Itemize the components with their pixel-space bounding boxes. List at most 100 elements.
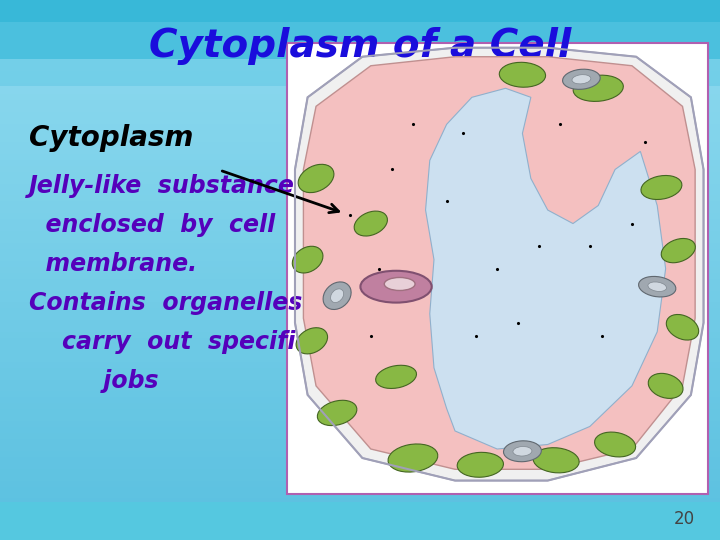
Bar — [0, 136, 720, 142]
Ellipse shape — [361, 271, 432, 302]
Bar — [0, 0, 720, 65]
Bar — [0, 195, 720, 201]
Ellipse shape — [457, 453, 503, 477]
Bar — [0, 273, 720, 279]
Bar — [0, 522, 720, 528]
Bar — [0, 510, 720, 516]
Ellipse shape — [292, 246, 323, 273]
Ellipse shape — [323, 282, 351, 309]
Bar — [287, 43, 708, 494]
Bar — [0, 362, 720, 368]
Bar — [0, 243, 720, 249]
Ellipse shape — [388, 444, 438, 472]
Ellipse shape — [296, 328, 328, 354]
Bar — [0, 332, 720, 338]
Ellipse shape — [573, 75, 624, 102]
Bar — [0, 463, 720, 469]
Bar — [0, 492, 720, 498]
Bar — [0, 201, 720, 207]
Bar — [0, 22, 720, 86]
Bar — [0, 403, 720, 409]
Bar — [0, 130, 720, 136]
Bar — [0, 380, 720, 386]
Polygon shape — [426, 88, 665, 449]
Bar — [0, 71, 720, 77]
Bar — [0, 498, 720, 504]
Bar — [0, 207, 720, 213]
Polygon shape — [295, 48, 703, 481]
Bar — [0, 219, 720, 225]
Bar — [0, 516, 720, 522]
Ellipse shape — [639, 276, 676, 297]
Bar — [0, 469, 720, 475]
Bar — [0, 178, 720, 184]
Bar — [0, 77, 720, 83]
Bar — [0, 160, 720, 166]
Bar — [0, 502, 720, 540]
Bar — [0, 427, 720, 433]
Bar — [0, 475, 720, 481]
Bar — [0, 255, 720, 261]
Bar — [0, 190, 720, 195]
Bar — [0, 261, 720, 267]
Ellipse shape — [641, 176, 682, 199]
Bar — [0, 142, 720, 148]
Bar — [0, 415, 720, 421]
Bar — [0, 166, 720, 172]
Bar — [0, 320, 720, 326]
Bar — [0, 326, 720, 332]
Ellipse shape — [330, 289, 343, 302]
Text: Cytoplasm: Cytoplasm — [29, 124, 193, 152]
Bar — [0, 94, 720, 100]
Ellipse shape — [562, 69, 600, 89]
Bar — [0, 172, 720, 178]
Ellipse shape — [513, 447, 532, 456]
Bar — [0, 231, 720, 237]
Ellipse shape — [354, 211, 387, 236]
Ellipse shape — [595, 432, 636, 457]
Ellipse shape — [384, 278, 415, 291]
Ellipse shape — [661, 239, 696, 263]
Bar — [0, 433, 720, 439]
Bar — [0, 314, 720, 320]
Bar — [0, 528, 720, 534]
Bar — [0, 504, 720, 510]
Bar — [0, 267, 720, 273]
Bar — [0, 154, 720, 160]
Ellipse shape — [572, 75, 591, 84]
Bar — [0, 237, 720, 243]
Bar — [0, 213, 720, 219]
Bar — [0, 302, 720, 308]
Bar — [0, 308, 720, 314]
Ellipse shape — [298, 164, 334, 193]
Ellipse shape — [666, 314, 698, 340]
Bar — [0, 249, 720, 255]
Bar — [0, 344, 720, 350]
Bar — [0, 83, 720, 89]
Bar — [0, 184, 720, 190]
Bar — [0, 445, 720, 451]
Bar — [0, 148, 720, 154]
Text: carry  out  specific: carry out specific — [29, 330, 310, 354]
Ellipse shape — [376, 365, 416, 388]
Bar — [0, 106, 720, 112]
Ellipse shape — [503, 441, 541, 462]
Bar — [0, 225, 720, 231]
Bar — [0, 279, 720, 285]
Bar — [0, 421, 720, 427]
Bar — [0, 296, 720, 302]
Text: 20: 20 — [674, 510, 695, 528]
Bar — [0, 100, 720, 106]
Text: Cytoplasm of a Cell: Cytoplasm of a Cell — [149, 27, 571, 65]
Bar — [0, 338, 720, 344]
Ellipse shape — [499, 62, 546, 87]
Bar — [0, 457, 720, 463]
Bar — [0, 392, 720, 397]
Ellipse shape — [533, 448, 579, 473]
Ellipse shape — [648, 373, 683, 399]
Bar — [0, 118, 720, 124]
Bar — [0, 409, 720, 415]
Bar — [0, 397, 720, 403]
Ellipse shape — [318, 400, 357, 426]
Text: Contains  organelles  to: Contains organelles to — [29, 291, 346, 315]
